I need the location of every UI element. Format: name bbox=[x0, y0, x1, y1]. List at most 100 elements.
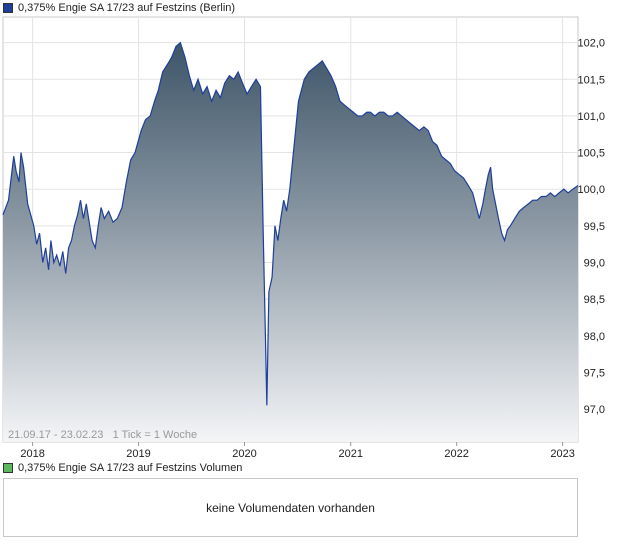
price-legend-swatch bbox=[3, 3, 13, 13]
price-point bbox=[98, 225, 99, 226]
price-point bbox=[45, 247, 46, 248]
price-point bbox=[488, 174, 489, 175]
price-point bbox=[492, 189, 493, 190]
price-point bbox=[450, 163, 451, 164]
y-tick-label: 101,0 bbox=[577, 111, 605, 123]
price-point bbox=[89, 222, 90, 223]
price-point bbox=[65, 273, 66, 274]
price-point bbox=[510, 225, 511, 226]
price-point bbox=[167, 64, 168, 65]
price-point bbox=[445, 159, 446, 160]
price-point bbox=[495, 203, 496, 204]
price-point bbox=[498, 218, 499, 219]
price-point bbox=[397, 112, 398, 113]
price-point bbox=[27, 203, 28, 204]
price-point bbox=[348, 108, 349, 109]
price-point bbox=[362, 115, 363, 116]
price-point bbox=[95, 247, 96, 248]
price-point bbox=[330, 75, 331, 76]
price-point bbox=[294, 145, 295, 146]
price-point bbox=[344, 104, 345, 105]
price-point bbox=[266, 405, 267, 406]
price-point bbox=[121, 207, 122, 208]
price-point bbox=[436, 145, 437, 146]
price-point bbox=[23, 167, 24, 168]
price-point bbox=[308, 71, 309, 72]
price-point bbox=[197, 79, 198, 80]
price-point bbox=[53, 262, 54, 263]
price-point bbox=[463, 178, 464, 179]
price-point bbox=[459, 174, 460, 175]
price-point bbox=[112, 222, 113, 223]
y-tick-label: 99,0 bbox=[584, 257, 605, 269]
volume-panel: keine Volumendaten vorhanden bbox=[3, 478, 578, 537]
price-point bbox=[233, 79, 234, 80]
price-point bbox=[56, 255, 57, 256]
price-point bbox=[504, 240, 505, 241]
price-point bbox=[335, 86, 336, 87]
price-point bbox=[202, 93, 203, 94]
price-point bbox=[405, 119, 406, 120]
price-point bbox=[298, 101, 299, 102]
price-point bbox=[224, 82, 225, 83]
price-point bbox=[211, 101, 212, 102]
price-point bbox=[528, 203, 529, 204]
price-point bbox=[289, 189, 290, 190]
x-tick-label: 2019 bbox=[126, 448, 150, 460]
price-point bbox=[15, 170, 16, 171]
x-tick-label: 2021 bbox=[338, 448, 362, 460]
volume-legend-swatch bbox=[3, 463, 13, 473]
price-point bbox=[388, 115, 389, 116]
price-point bbox=[39, 233, 40, 234]
price-point bbox=[366, 112, 367, 113]
price-point bbox=[286, 211, 287, 212]
price-point bbox=[126, 181, 127, 182]
price-point bbox=[150, 115, 151, 116]
price-point bbox=[108, 211, 109, 212]
price-point bbox=[468, 185, 469, 186]
x-tick-label: 2018 bbox=[20, 448, 44, 460]
price-point bbox=[8, 200, 9, 201]
price-point bbox=[572, 189, 573, 190]
y-tick-label: 102,0 bbox=[577, 38, 605, 50]
price-point bbox=[374, 115, 375, 116]
price-point bbox=[410, 123, 411, 124]
price-point bbox=[550, 192, 551, 193]
y-axis: 97,0 97,5 98,0 98,5 99,0 99,5 100,0 100,5 101,0 1… bbox=[577, 38, 605, 416]
price-point bbox=[74, 225, 75, 226]
price-point bbox=[519, 211, 520, 212]
price-point bbox=[419, 130, 420, 131]
price-point bbox=[104, 218, 105, 219]
price-point bbox=[117, 218, 118, 219]
x-tick-label: 2023 bbox=[550, 448, 574, 460]
price-point bbox=[428, 130, 429, 131]
price-point bbox=[472, 192, 473, 193]
price-point bbox=[154, 101, 155, 102]
price-point bbox=[242, 82, 243, 83]
price-point bbox=[554, 196, 555, 197]
price-point bbox=[357, 115, 358, 116]
volume-legend-label: 0,375% Engie SA 17/23 auf Festzins Volum… bbox=[18, 462, 243, 474]
price-point bbox=[532, 200, 533, 201]
price-point bbox=[277, 240, 278, 241]
price-point bbox=[370, 112, 371, 113]
price-legend-label: 0,375% Engie SA 17/23 auf Festzins (Berl… bbox=[18, 2, 236, 14]
price-point bbox=[220, 97, 221, 98]
price-point bbox=[171, 57, 172, 58]
price-point bbox=[50, 240, 51, 241]
price-point bbox=[229, 75, 230, 76]
price-point bbox=[68, 247, 69, 248]
price-point bbox=[454, 170, 455, 171]
price-point bbox=[62, 251, 63, 252]
price-point bbox=[59, 266, 60, 267]
price-point bbox=[490, 167, 491, 168]
price-point bbox=[432, 141, 433, 142]
price-point bbox=[215, 90, 216, 91]
price-point bbox=[206, 86, 207, 87]
price-point bbox=[476, 207, 477, 208]
price-point bbox=[541, 196, 542, 197]
price-point bbox=[262, 225, 263, 226]
price-point bbox=[48, 269, 49, 270]
price-point bbox=[2, 214, 3, 215]
price-point bbox=[33, 225, 34, 226]
